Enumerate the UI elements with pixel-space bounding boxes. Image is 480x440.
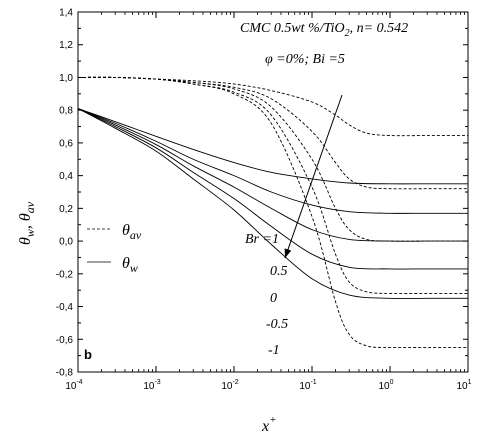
theta-av-line-br--0.5 [77,76,468,295]
y-tick-label: 1,0 [59,73,73,84]
br-value-2: -0.5 [266,317,288,332]
axis-ticks [77,11,469,373]
theta-av-line-br-0.5 [77,76,468,190]
chart-title-line1: CMC 0.5wt %/TiO2, n= 0.542 [240,21,408,39]
y-tick-label: -0,2 [56,269,74,280]
tick-labels: -0,8 -0,6 -0,4 -0,2 0,0 0,2 0,4 0,6 0,8 1,0 1,2 1,4… [56,8,472,393]
theta-av-line-br--1 [77,76,468,349]
br-label: Br =1 [245,232,279,247]
y-tick-label: 1,2 [59,40,73,51]
theta-w-line-br-0.5 [77,108,469,214]
y-tick-label: 0,6 [59,138,73,149]
x-tick-label: 100 [378,379,393,392]
chart-title-line2: φ =0%; Bi =5 [265,52,345,67]
br-arrow-line [284,94,343,259]
br-value-3: -1 [268,343,280,358]
legend-label-av: θav [122,222,142,242]
y-tick-label: 0,4 [59,171,73,182]
y-tick-label: 1,4 [59,8,73,19]
y-tick-label: -0,4 [56,302,74,313]
theta-w-line-br--0.5 [77,108,468,270]
theta-w-line-br-0 [77,108,468,242]
br-value-0: 0.5 [270,264,288,279]
x-tick-label: 10-4 [65,379,82,392]
x-tick-label: 10-2 [221,379,238,392]
panel-letter: b [84,347,92,362]
y-tick-label: 0,2 [59,204,73,215]
series-lines [77,76,469,349]
br-value-1: 0 [270,291,277,306]
legend: θav θw [87,222,142,275]
x-axis-title: x+ [261,414,277,435]
y-tick-label: -0,8 [56,368,74,379]
legend-label-w: θw [122,255,138,275]
y-tick-label: 0,0 [59,237,73,248]
y-axis-title: θw, θav [17,201,37,245]
theta-av-line-br-0 [77,76,468,242]
theta-w-line-br-1 [77,108,468,185]
x-tick-label: 101 [456,379,471,392]
theta-w-line-br--1 [77,108,468,300]
y-tick-label: -0,6 [56,335,74,346]
br-arrow [284,94,343,259]
br-arrow-head [284,248,292,258]
x-tick-label: 10-3 [143,379,160,392]
y-tick-label: 0,8 [59,106,73,117]
x-tick-label: 10-1 [299,379,316,392]
theta-av-line-br-1 [77,76,468,137]
